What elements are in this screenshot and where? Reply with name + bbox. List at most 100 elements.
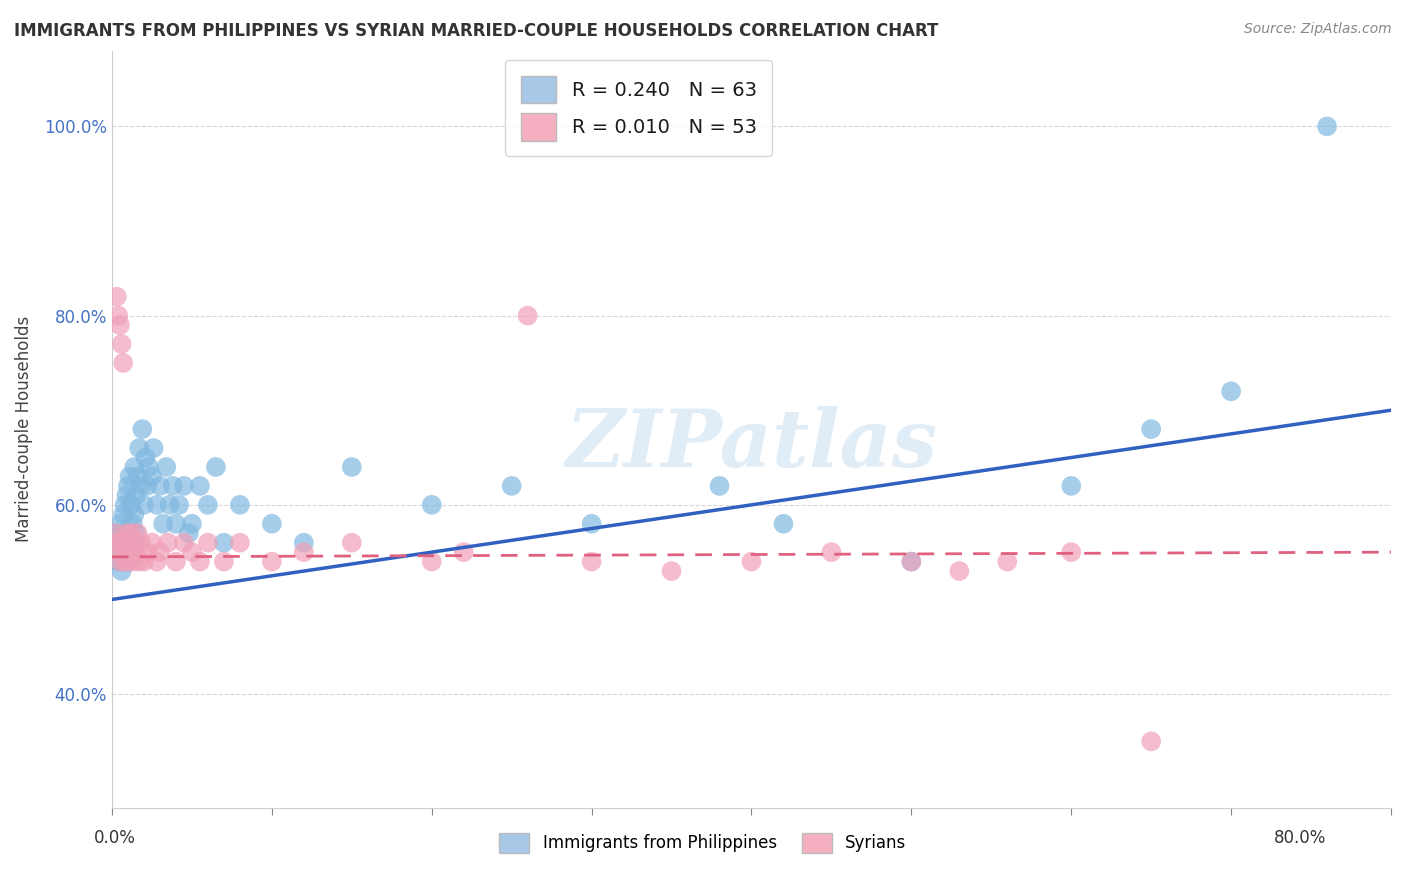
Point xyxy=(104,526,127,541)
Point xyxy=(120,526,142,541)
Point xyxy=(120,545,142,559)
Point xyxy=(1140,422,1163,436)
Point xyxy=(159,498,181,512)
Text: 0.0%: 0.0% xyxy=(94,829,136,847)
Point xyxy=(110,564,132,578)
Point xyxy=(110,535,132,549)
Point xyxy=(114,535,136,549)
Point xyxy=(125,526,148,541)
Point xyxy=(121,555,143,569)
Point xyxy=(118,526,141,541)
Point xyxy=(120,498,142,512)
Point xyxy=(167,498,190,512)
Point xyxy=(107,309,129,323)
Point xyxy=(501,479,523,493)
Point xyxy=(229,535,252,549)
Point xyxy=(260,516,283,531)
Point xyxy=(149,545,172,559)
Point xyxy=(155,460,177,475)
Point xyxy=(115,535,138,549)
Point xyxy=(121,535,143,549)
Y-axis label: Married-couple Households: Married-couple Households xyxy=(15,316,32,542)
Point xyxy=(112,526,135,541)
Point xyxy=(948,564,970,578)
Point xyxy=(107,555,129,569)
Point xyxy=(149,479,172,493)
Point xyxy=(516,309,538,323)
Point xyxy=(138,460,160,475)
Point xyxy=(108,516,131,531)
Point xyxy=(124,535,146,549)
Point xyxy=(124,508,146,522)
Point xyxy=(117,479,139,493)
Point xyxy=(212,535,235,549)
Point xyxy=(188,555,211,569)
Point xyxy=(125,545,148,559)
Point xyxy=(1316,120,1339,134)
Text: Source: ZipAtlas.com: Source: ZipAtlas.com xyxy=(1244,22,1392,37)
Point xyxy=(340,460,363,475)
Point xyxy=(105,535,128,549)
Point xyxy=(127,526,149,541)
Point xyxy=(112,356,135,370)
Point xyxy=(453,545,475,559)
Point xyxy=(135,450,157,465)
Point xyxy=(114,498,136,512)
Point xyxy=(129,535,152,549)
Point xyxy=(1060,545,1083,559)
Point xyxy=(260,555,283,569)
Point xyxy=(104,526,127,541)
Text: ZIPatlas: ZIPatlas xyxy=(565,406,938,483)
Point xyxy=(128,555,150,569)
Point xyxy=(661,564,683,578)
Point xyxy=(900,555,922,569)
Point xyxy=(125,488,148,502)
Point xyxy=(188,479,211,493)
Legend: Immigrants from Philippines, Syrians: Immigrants from Philippines, Syrians xyxy=(491,824,915,862)
Point xyxy=(131,422,153,436)
Point xyxy=(117,555,139,569)
Point xyxy=(205,460,228,475)
Point xyxy=(132,498,155,512)
Point xyxy=(145,555,167,569)
Point xyxy=(127,469,149,483)
Point xyxy=(107,545,129,559)
Point xyxy=(136,545,159,559)
Point xyxy=(115,488,138,502)
Point xyxy=(180,516,202,531)
Point xyxy=(995,555,1018,569)
Point xyxy=(136,479,159,493)
Point xyxy=(118,469,141,483)
Point xyxy=(141,535,163,549)
Point xyxy=(118,545,141,559)
Point xyxy=(156,535,179,549)
Point xyxy=(1060,479,1083,493)
Point xyxy=(162,479,184,493)
Point xyxy=(112,545,135,559)
Point xyxy=(145,498,167,512)
Point xyxy=(740,555,762,569)
Point xyxy=(173,535,195,549)
Point xyxy=(820,545,842,559)
Point xyxy=(212,555,235,569)
Point xyxy=(128,441,150,455)
Point xyxy=(165,516,187,531)
Text: 80.0%: 80.0% xyxy=(1274,829,1327,847)
Point xyxy=(108,318,131,332)
Point xyxy=(340,535,363,549)
Legend: R = 0.240   N = 63, R = 0.010   N = 53: R = 0.240 N = 63, R = 0.010 N = 53 xyxy=(505,61,772,156)
Point xyxy=(772,516,794,531)
Point xyxy=(180,545,202,559)
Point xyxy=(292,535,315,549)
Point xyxy=(709,479,731,493)
Point xyxy=(581,516,603,531)
Point xyxy=(108,555,131,569)
Point xyxy=(115,545,138,559)
Point xyxy=(121,516,143,531)
Point xyxy=(105,545,128,559)
Point xyxy=(132,555,155,569)
Point xyxy=(129,479,152,493)
Point xyxy=(900,555,922,569)
Point xyxy=(112,508,135,522)
Point xyxy=(1220,384,1243,399)
